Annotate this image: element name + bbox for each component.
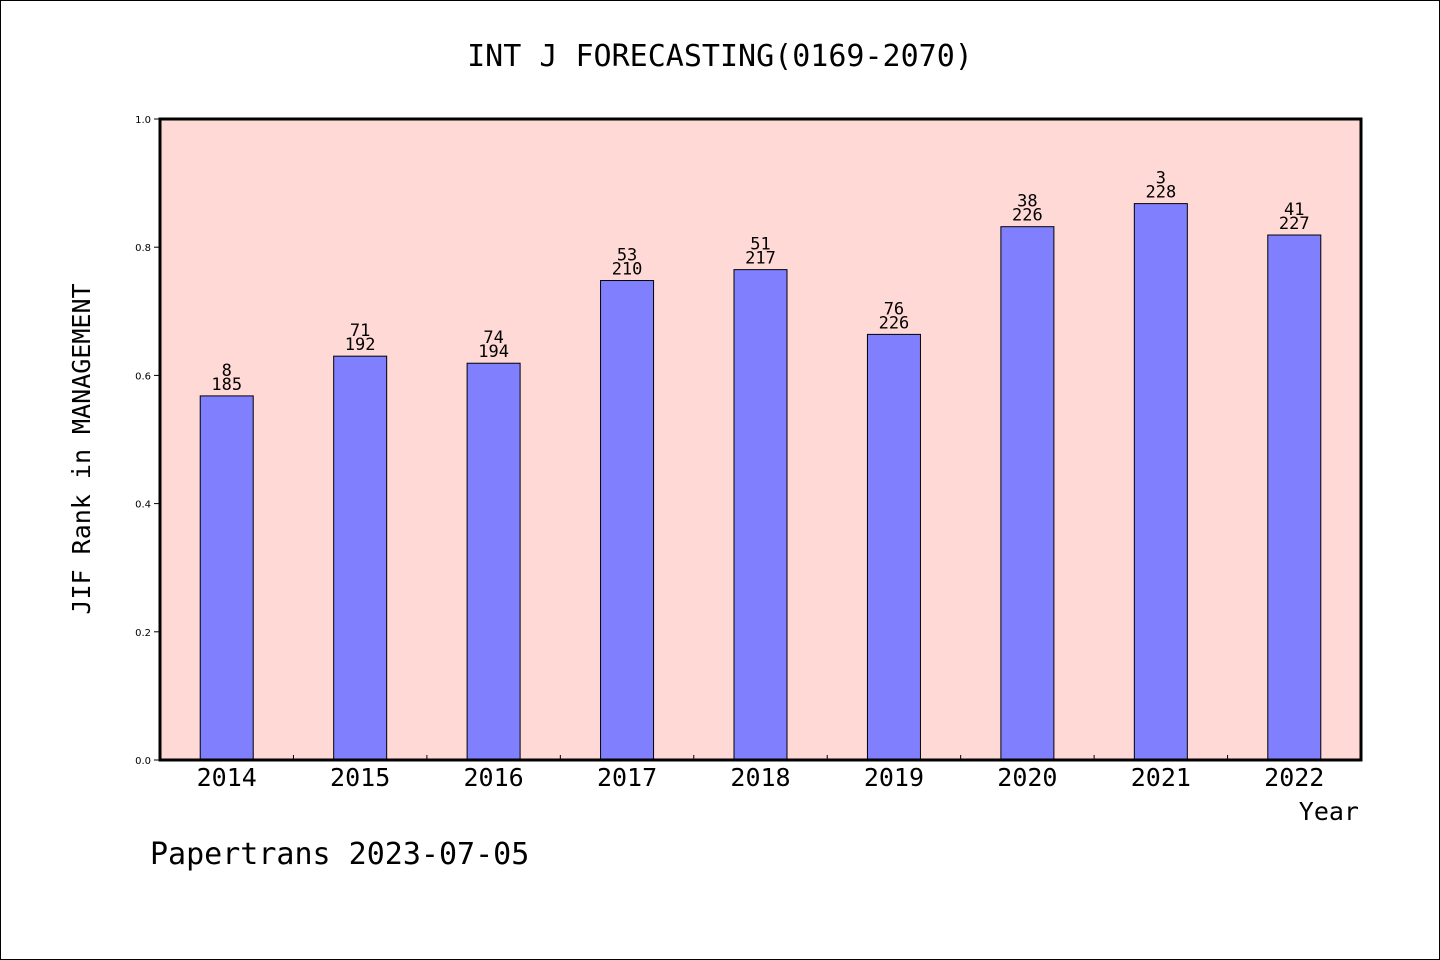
y-tick-label: 0.0 — [135, 756, 151, 767]
chart-title: INT J FORECASTING(0169-2070) — [467, 39, 973, 74]
bars-group — [199, 203, 1322, 761]
x-tick-label: 2019 — [864, 763, 924, 792]
bar-2017 — [600, 280, 655, 761]
bar-rank-label: 38 — [1017, 192, 1037, 212]
bar-total-label: 226 — [1012, 206, 1043, 226]
bar-2021 — [1133, 203, 1188, 761]
x-tick-label: 2017 — [597, 763, 657, 792]
plot-border — [158, 117, 1363, 762]
y-axis: 0.0 0.2 0.4 0.6 0.8 1.0 — [135, 115, 160, 767]
x-tick-label: 2021 — [1131, 763, 1191, 792]
x-axis: 2014 2015 2016 2017 2018 2019 2020 2021 2022 — [197, 755, 1324, 792]
bar-2022 — [1267, 234, 1322, 761]
bar-total-label: 217 — [745, 249, 776, 269]
bar-rank-label: 8 — [222, 361, 232, 381]
bar-rank-label: 74 — [483, 328, 503, 348]
x-tick-label: 2020 — [997, 763, 1057, 792]
bar-2018 — [733, 269, 788, 761]
x-tick-label: 2018 — [730, 763, 790, 792]
bar-rank-label: 53 — [617, 246, 637, 266]
bar-total-label: 192 — [345, 335, 376, 355]
y-tick-label: 1.0 — [135, 115, 151, 126]
x-tick-label: 2015 — [330, 763, 390, 792]
y-tick-label: 0.6 — [135, 371, 151, 382]
bar-total-label: 210 — [612, 260, 643, 280]
bar-rank-label: 71 — [350, 321, 370, 341]
bar-rank-label: 76 — [884, 299, 904, 319]
x-axis-label: Year — [1299, 797, 1359, 826]
bar-2016 — [466, 362, 521, 761]
x-tick-label: 2014 — [197, 763, 257, 792]
bar-total-label: 194 — [478, 342, 509, 362]
bar-rank-label: 41 — [1284, 200, 1304, 220]
bar-total-label: 185 — [211, 375, 242, 395]
y-tick-label: 0.8 — [135, 243, 151, 254]
bar-total-label: 226 — [879, 313, 910, 333]
y-tick-label: 0.4 — [135, 500, 151, 511]
x-tick-label: 2016 — [464, 763, 524, 792]
footer-credit: Papertrans 2023-07-05 — [150, 837, 529, 872]
bar-2020 — [1000, 226, 1055, 761]
bar-rank-label: 3 — [1156, 169, 1166, 189]
bar-2015 — [333, 355, 388, 761]
y-axis-label: JIF Rank in MANAGEMENT — [67, 283, 96, 614]
y-tick-label: 0.2 — [135, 628, 151, 639]
bar-2014 — [199, 395, 254, 761]
x-tick-label: 2022 — [1264, 763, 1324, 792]
bar-2019 — [866, 333, 921, 761]
bar-total-label: 227 — [1279, 214, 1310, 234]
bar-total-label: 228 — [1145, 183, 1176, 203]
bar-rank-label: 51 — [750, 235, 770, 255]
